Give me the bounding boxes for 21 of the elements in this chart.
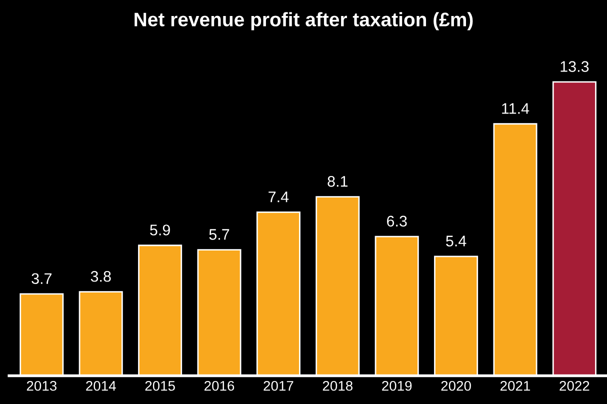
data-label: 3.8 — [90, 270, 111, 282]
data-label: 5.7 — [209, 229, 230, 240]
x-tick-label: 2022 — [560, 380, 590, 391]
x-tick-label: 2019 — [382, 380, 412, 391]
x-tick-label: 2020 — [441, 380, 471, 391]
data-label: 7.4 — [268, 192, 289, 202]
x-tick-label: 2017 — [264, 380, 294, 391]
data-label: 8.1 — [328, 176, 348, 187]
data-label: 5.9 — [150, 224, 170, 236]
x-tick-label: 2021 — [500, 380, 530, 391]
chart-title: Net revenue profit after taxation (£m) — [134, 12, 473, 30]
x-tick-label: 2018 — [322, 380, 352, 391]
x-tick-label: 2014 — [86, 380, 116, 391]
data-label: 3.7 — [32, 273, 52, 284]
data-label: 11.4 — [502, 103, 530, 114]
data-label: 5.4 — [446, 236, 466, 246]
data-label: 13.3 — [560, 61, 589, 72]
x-tick-label: 2015 — [145, 380, 175, 391]
x-tick-label: 2013 — [26, 380, 57, 391]
data-label: 6.3 — [387, 216, 407, 227]
x-tick-label: 2016 — [204, 380, 234, 391]
